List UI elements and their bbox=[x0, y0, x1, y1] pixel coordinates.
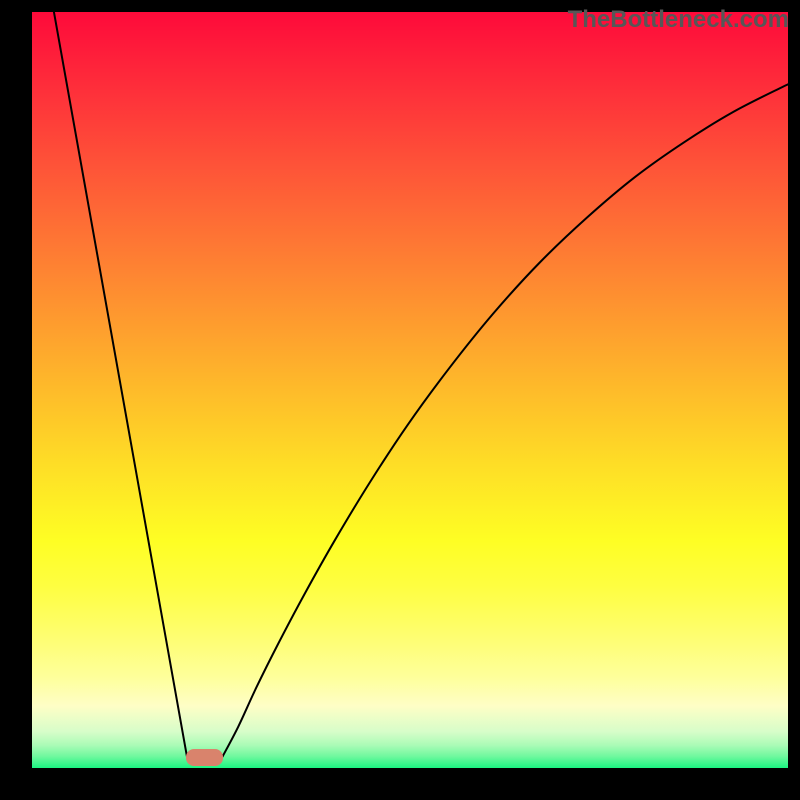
watermark-text: TheBottleneck.com bbox=[568, 6, 789, 34]
bottleneck-marker bbox=[186, 749, 223, 766]
bottleneck-curve bbox=[32, 12, 788, 768]
plot-area bbox=[32, 12, 788, 768]
chart-container: TheBottleneck.com bbox=[0, 0, 800, 800]
